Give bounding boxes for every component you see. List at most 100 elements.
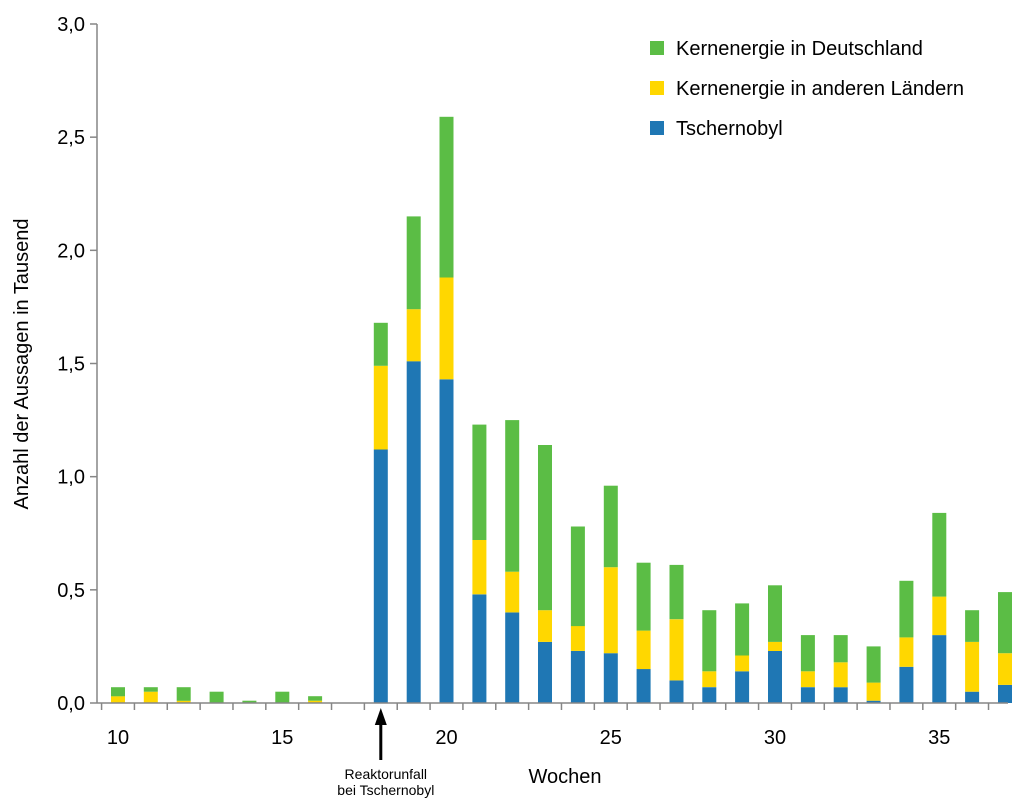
x-tick-label: 35 xyxy=(928,727,950,749)
y-tick-label: 2,5 xyxy=(57,127,85,149)
bar-segment xyxy=(669,619,684,681)
bar-segment xyxy=(439,116,454,278)
legend: Kernenergie in Deutschland Kernenergie in… xyxy=(650,38,964,140)
bar-segment xyxy=(570,650,585,703)
bars-layer xyxy=(111,116,1012,703)
bar-segment xyxy=(472,424,487,540)
bar-segment xyxy=(603,485,618,568)
bar-segment xyxy=(965,691,980,703)
bar-segment xyxy=(242,700,257,703)
bar-segment xyxy=(406,216,421,310)
bar-segment xyxy=(702,671,717,688)
bar-segment xyxy=(603,567,618,654)
legend-label: Tschernobyl xyxy=(676,118,783,140)
x-tick-label: 10 xyxy=(107,727,129,749)
bar-segment xyxy=(768,641,782,651)
y-tick-label: 1,5 xyxy=(57,354,85,376)
bar-segment xyxy=(439,277,454,380)
bar-segment xyxy=(998,592,1012,654)
y-axis-title: Anzahl der Aussagen in Tausend xyxy=(11,219,33,510)
bar-segment xyxy=(965,641,980,692)
bar-segment xyxy=(636,630,651,670)
bar-segment xyxy=(143,691,158,703)
x-tick-label: 15 xyxy=(271,727,293,749)
bar-segment xyxy=(866,646,881,683)
bar-segment xyxy=(111,696,125,703)
bar-segment xyxy=(866,682,881,701)
bar-segment xyxy=(176,687,191,701)
bar-segment xyxy=(538,445,552,611)
legend-swatch xyxy=(650,121,664,135)
bar-segment xyxy=(176,700,191,703)
bar-segment xyxy=(833,635,848,663)
bar-segment xyxy=(505,420,520,572)
bar-segment xyxy=(702,610,717,672)
x-axis-ticks: 10 15 20 25 30 35 xyxy=(100,703,990,749)
bar-segment xyxy=(965,610,980,642)
bar-segment xyxy=(406,361,421,703)
bar-segment xyxy=(768,650,782,703)
bar-segment xyxy=(899,666,914,703)
bar-segment xyxy=(866,700,881,703)
bar-segment xyxy=(800,671,815,688)
bar-segment xyxy=(570,526,585,627)
y-tick-label: 1,0 xyxy=(57,467,85,489)
y-tick-label: 3,0 xyxy=(57,14,85,36)
legend-label: Kernenergie in Deutschland xyxy=(676,38,923,60)
x-tick-label: 25 xyxy=(600,727,622,749)
bar-segment xyxy=(538,641,552,703)
y-tick-label: 2,0 xyxy=(57,240,85,262)
bar-segment xyxy=(735,671,750,703)
bar-segment xyxy=(669,564,684,620)
bar-segment xyxy=(669,680,684,703)
bar-segment xyxy=(308,696,323,701)
x-tick-label: 20 xyxy=(435,727,457,749)
annotation-arrow-head xyxy=(374,708,387,725)
bar-segment xyxy=(111,687,125,697)
bar-segment xyxy=(209,691,224,703)
annotation-text: Reaktorunfall xyxy=(345,766,428,782)
bar-segment xyxy=(570,626,585,651)
y-tick-label: 0,0 xyxy=(57,693,85,715)
x-tick-label: 30 xyxy=(764,727,786,749)
legend-swatch xyxy=(650,41,664,55)
bar-segment xyxy=(373,365,388,450)
bar-segment xyxy=(373,322,388,366)
bar-segment xyxy=(439,379,454,703)
bar-segment xyxy=(143,687,158,692)
bar-segment xyxy=(932,596,947,636)
bar-segment xyxy=(636,562,651,631)
bar-segment xyxy=(472,540,487,595)
bar-segment xyxy=(308,700,323,703)
bar-segment xyxy=(899,580,914,638)
bar-segment xyxy=(505,571,520,613)
bar-segment xyxy=(998,684,1012,703)
bar-segment xyxy=(735,603,750,656)
bar-segment xyxy=(932,635,947,703)
bar-segment xyxy=(603,653,618,703)
bar-segment xyxy=(472,594,487,703)
bar-segment xyxy=(406,309,421,362)
legend-swatch xyxy=(650,81,664,95)
bar-segment xyxy=(800,635,815,672)
bar-segment xyxy=(833,662,848,688)
y-tick-label: 0,5 xyxy=(57,580,85,602)
bar-segment xyxy=(538,610,552,642)
bar-segment xyxy=(768,585,782,642)
x-axis-title: Wochen xyxy=(528,766,601,788)
bar-segment xyxy=(932,512,947,597)
bar-segment xyxy=(636,669,651,703)
annotation-text: bei Tschernobyl xyxy=(337,782,434,798)
bar-segment xyxy=(735,655,750,672)
bar-segment xyxy=(800,687,815,703)
bar-segment xyxy=(833,687,848,703)
bar-segment xyxy=(275,691,290,703)
bar-segment xyxy=(373,449,388,703)
legend-label: Kernenergie in anderen Ländern xyxy=(676,78,964,100)
bar-segment xyxy=(702,687,717,703)
bar-segment xyxy=(998,653,1012,685)
y-axis-ticks: 0,0 0,5 1,0 1,5 2,0 2,5 3,0 xyxy=(57,14,97,715)
bar-segment xyxy=(899,637,914,667)
